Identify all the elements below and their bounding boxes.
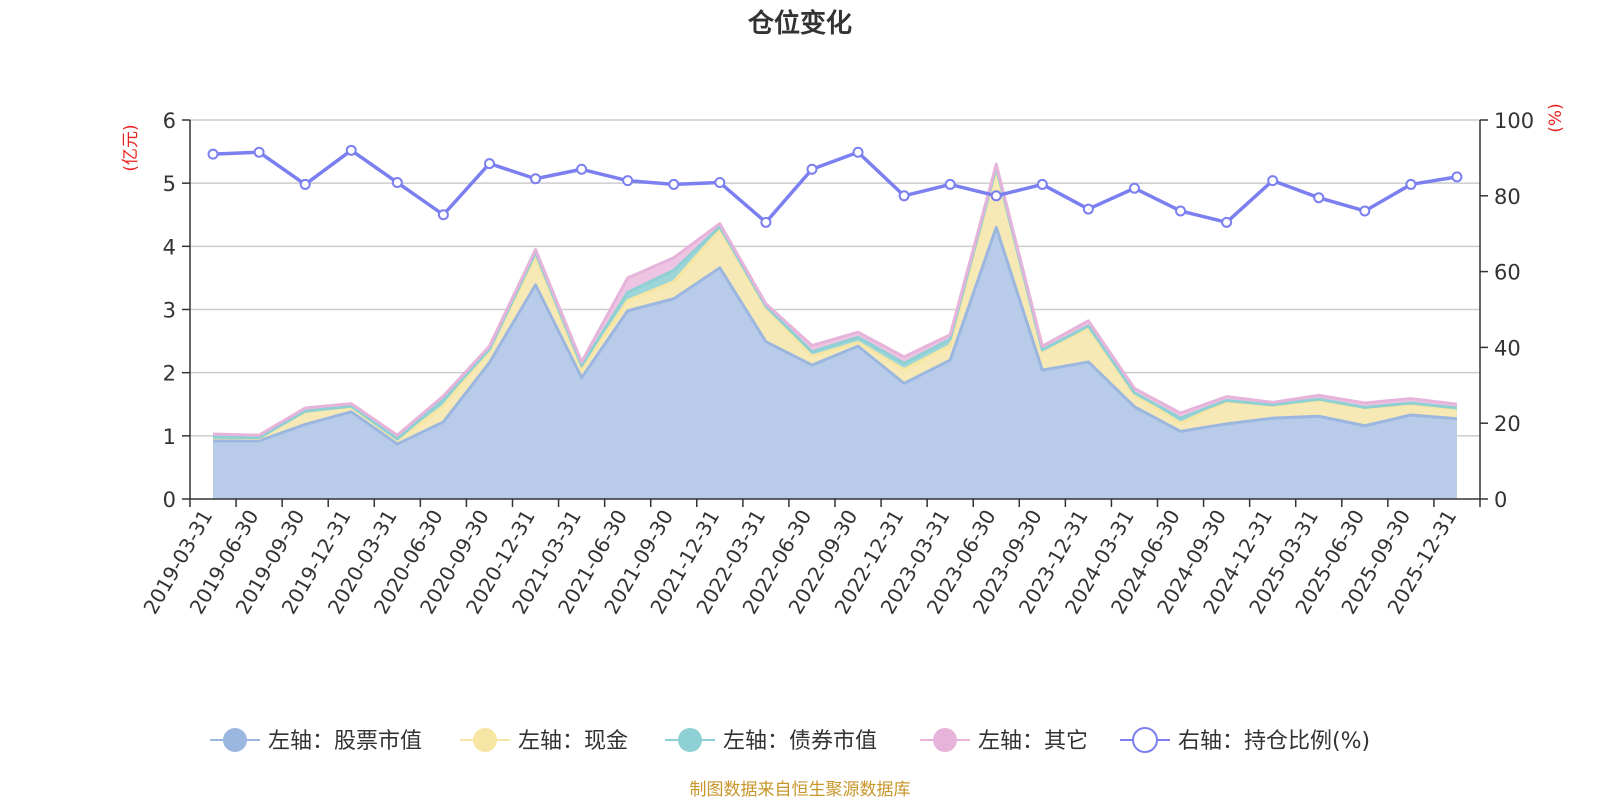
ratio-point[interactable] xyxy=(437,209,449,221)
right-axis-tick-label: 40 xyxy=(1494,336,1521,360)
area-line-左轴：股票市值 xyxy=(213,225,1458,446)
right-axis-unit: (%) xyxy=(1546,103,1566,132)
holding-ratio-series xyxy=(207,144,1463,228)
ratio-point[interactable] xyxy=(391,177,403,189)
legend-swatch-icon xyxy=(933,728,957,752)
legend-swatch-icon xyxy=(1132,727,1158,753)
legend-swatch-icon xyxy=(473,728,497,752)
ratio-point[interactable] xyxy=(1221,216,1233,228)
ratio-point[interactable] xyxy=(207,148,219,160)
ratio-point[interactable] xyxy=(1175,205,1187,217)
ratio-point[interactable] xyxy=(1082,203,1094,215)
ratio-point[interactable] xyxy=(299,178,311,190)
ratio-point[interactable] xyxy=(1359,205,1371,217)
left-axis-tick-label: 6 xyxy=(163,109,176,133)
right-axis-tick-label: 0 xyxy=(1494,488,1507,512)
ratio-point[interactable] xyxy=(760,216,772,228)
legend-label: 左轴：债券市值 xyxy=(723,729,877,754)
left-axis-tick-label: 2 xyxy=(163,362,176,386)
legend-label: 左轴：其它 xyxy=(978,729,1088,754)
legend-item[interactable]: 左轴：其它 xyxy=(920,728,1088,754)
ratio-point[interactable] xyxy=(483,158,495,170)
stacked-areas xyxy=(212,162,1458,499)
left-axis-tick-label: 5 xyxy=(163,172,176,196)
left-axis-unit: (亿元) xyxy=(121,124,141,171)
ratio-point[interactable] xyxy=(1267,175,1279,187)
area-左轴：股票市值 xyxy=(213,227,1457,499)
ratio-point[interactable] xyxy=(714,177,726,189)
ratio-point[interactable] xyxy=(530,173,542,185)
chart-title: 仓位变化 xyxy=(747,8,852,39)
left-axis-tick-label: 4 xyxy=(163,235,176,259)
ratio-point[interactable] xyxy=(990,190,1002,202)
ratio-point[interactable] xyxy=(576,163,588,175)
ratio-point[interactable] xyxy=(1128,182,1140,194)
legend-swatch-icon xyxy=(223,728,247,752)
ratio-point[interactable] xyxy=(1451,171,1463,183)
ratio-point[interactable] xyxy=(1405,178,1417,190)
left-axis-tick-label: 0 xyxy=(163,488,176,512)
left-axis-tick-label: 3 xyxy=(163,299,176,323)
legend-item[interactable]: 左轴：股票市值 xyxy=(210,728,422,754)
ratio-point[interactable] xyxy=(852,146,864,158)
ratio-point[interactable] xyxy=(898,190,910,202)
right-axis-tick-label: 60 xyxy=(1494,261,1521,285)
legend-label: 左轴：股票市值 xyxy=(268,729,422,754)
ratio-point[interactable] xyxy=(253,146,265,158)
data-source-note: 制图数据来自恒生聚源数据库 xyxy=(690,780,911,800)
legend-swatch-icon xyxy=(678,728,702,752)
left-axis-tick-label: 1 xyxy=(163,425,176,449)
legend-item[interactable]: 左轴：现金 xyxy=(460,728,628,754)
ratio-point[interactable] xyxy=(345,144,357,156)
right-axis-tick-label: 100 xyxy=(1494,109,1534,133)
right-axis-tick-label: 80 xyxy=(1494,185,1521,209)
legend-label: 左轴：现金 xyxy=(518,729,628,754)
legend-label: 右轴：持仓比例(%) xyxy=(1178,729,1370,754)
legend-item[interactable]: 右轴：持仓比例(%) xyxy=(1120,727,1370,754)
ratio-point[interactable] xyxy=(1036,178,1048,190)
area-line-左轴：其它 xyxy=(212,162,1458,437)
ratio-point[interactable] xyxy=(668,178,680,190)
ratio-point[interactable] xyxy=(622,175,634,187)
area-line-左轴：债券市值 xyxy=(213,165,1458,441)
right-axis-tick-label: 20 xyxy=(1494,412,1521,436)
ratio-point[interactable] xyxy=(944,178,956,190)
legend-item[interactable]: 左轴：债券市值 xyxy=(665,728,877,754)
ratio-point[interactable] xyxy=(1313,192,1325,204)
legend: 左轴：股票市值 左轴：现金 左轴：债券市值 左轴：其它 右轴：持仓比例(%) xyxy=(210,727,1370,754)
ratio-point[interactable] xyxy=(806,163,818,175)
ratio-line xyxy=(212,148,1458,225)
